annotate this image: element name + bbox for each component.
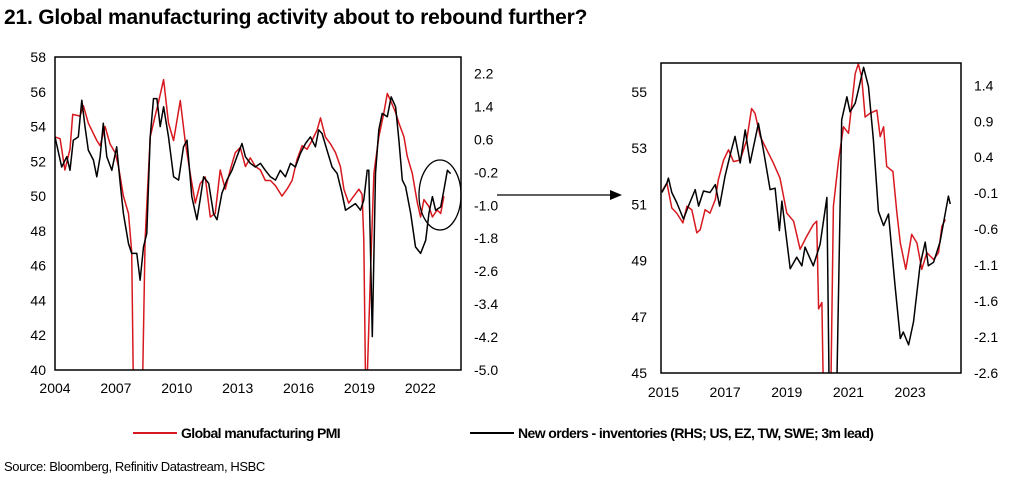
legend-label-orders: New orders - inventories (RHS; US, EZ, T… — [518, 425, 874, 441]
x-tick-label: 2021 — [833, 384, 864, 400]
legend-swatch-black — [470, 432, 514, 434]
series-line-pmi — [661, 63, 946, 373]
y-left-tick-label: 49 — [631, 253, 647, 269]
x-tick-label: 2010 — [161, 380, 192, 396]
plot-area — [661, 63, 951, 373]
y-right-tick-label: -4.2 — [474, 329, 498, 345]
series-line-pmi — [55, 78, 445, 370]
y-right-tick-label: -2.1 — [974, 329, 998, 345]
series-line-new-orders-inventories — [55, 96, 452, 338]
y-right-tick-label: -1.8 — [474, 230, 498, 246]
y-right-tick-label: 0.9 — [974, 113, 994, 129]
y-right-tick-label: -1.0 — [474, 197, 498, 213]
chart-2: 45 47 49 51 53 55 -2.6 -2.1 -1.6 -1.1 -0.6 -0.1 0.4 0… — [631, 62, 998, 400]
y-left-tick-label: 51 — [631, 196, 647, 212]
x-tick-label: 2013 — [222, 380, 253, 396]
y-left-tick-label: 45 — [631, 365, 647, 381]
chart-title: 21. Global manufacturing activity about … — [4, 6, 588, 29]
y-right-tick-label: -1.1 — [974, 257, 998, 273]
x-tick-label: 2015 — [648, 384, 679, 400]
y-right-tick-label: 0.4 — [974, 149, 994, 165]
y-right-tick-label: -3.4 — [474, 296, 498, 312]
y-right-tick-label: -2.6 — [974, 365, 998, 381]
arrow-head-icon — [610, 190, 622, 200]
plot-frame — [54, 56, 462, 371]
plot-frame — [660, 62, 962, 374]
y-right-tick-label: 1.4 — [474, 98, 494, 114]
source-note: Source: Bloomberg, Refinitiv Datastream,… — [4, 459, 265, 474]
chart-1: 40 42 44 46 48 50 52 54 56 58 -5.0 -4.2 -3.4 -2.6 -1.8… — [30, 49, 498, 396]
y-left-tick-label: 44 — [30, 292, 46, 308]
y-right-tick-label: -1.6 — [974, 293, 998, 309]
y-right-tick-label: -0.6 — [974, 221, 998, 237]
y-left-tick-label: 40 — [30, 362, 46, 378]
legend-item-pmi: Global manufacturing PMI — [133, 425, 341, 441]
y-left-tick-label: 52 — [30, 153, 46, 169]
legend-label-pmi: Global manufacturing PMI — [181, 425, 341, 441]
legend-swatch-red — [133, 432, 177, 434]
x-tick-label: 2016 — [283, 380, 314, 396]
y-left-tick-label: 46 — [30, 258, 46, 274]
x-tick-label: 2007 — [100, 380, 131, 396]
plot-area — [55, 78, 452, 370]
series-line-new-orders-inventories — [661, 66, 951, 373]
y-left-tick-label: 47 — [631, 309, 647, 325]
y-right-tick-label: -0.2 — [474, 164, 498, 180]
y-right-tick-label: 1.4 — [974, 77, 994, 93]
x-tick-label: 2017 — [710, 384, 741, 400]
y-left-tick-label: 58 — [30, 49, 46, 65]
legend-item-orders: New orders - inventories (RHS; US, EZ, T… — [470, 425, 874, 441]
y-right-tick-label: -0.1 — [974, 185, 998, 201]
x-tick-label: 2004 — [39, 380, 70, 396]
y-right-tick-label: 2.2 — [474, 65, 494, 81]
x-tick-label: 2023 — [895, 384, 926, 400]
y-left-tick-label: 53 — [631, 140, 647, 156]
y-right-tick-label: -5.0 — [474, 362, 498, 378]
y-left-tick-label: 50 — [30, 188, 46, 204]
y-left-tick-label: 54 — [30, 119, 46, 135]
y-left-tick-label: 55 — [631, 84, 647, 100]
y-right-tick-label: -2.6 — [474, 263, 498, 279]
y-left-tick-label: 48 — [30, 223, 46, 239]
x-tick-label: 2019 — [344, 380, 375, 396]
x-tick-label: 2019 — [771, 384, 802, 400]
y-right-tick-label: 0.6 — [474, 131, 494, 147]
highlight-circle — [418, 159, 462, 231]
x-tick-label: 2022 — [405, 380, 436, 396]
y-left-tick-label: 56 — [30, 84, 46, 100]
y-left-tick-label: 42 — [30, 327, 46, 343]
